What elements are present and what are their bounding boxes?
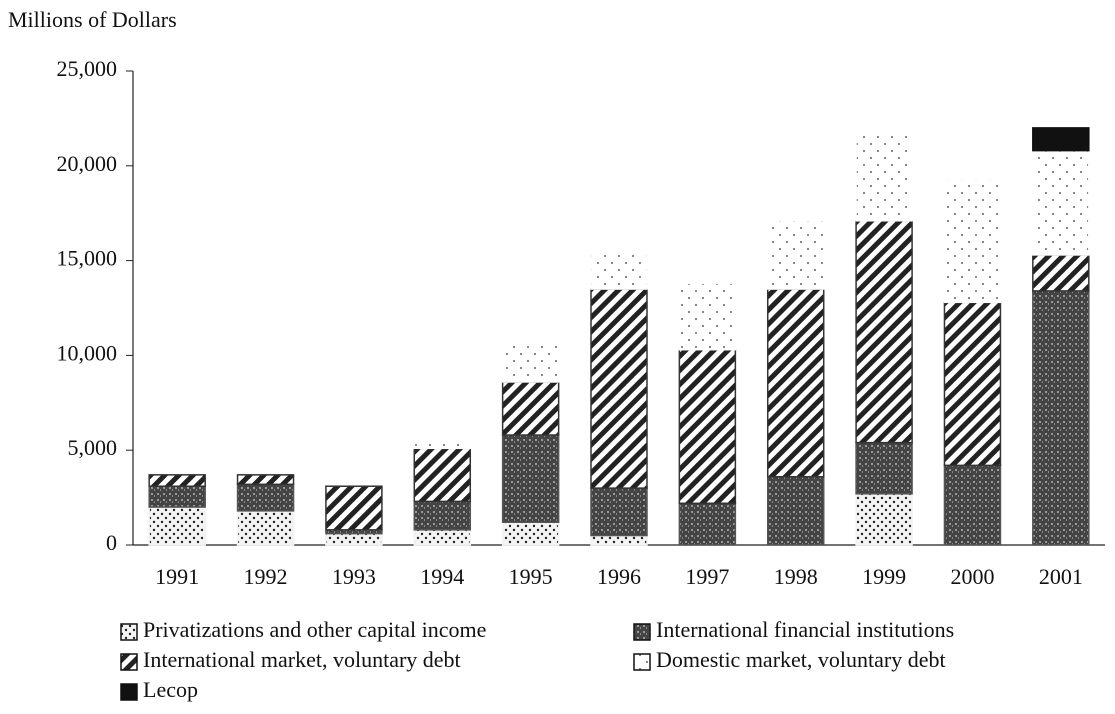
bar-segment (501, 381, 560, 436)
x-tick-label: 1999 (862, 564, 906, 589)
bar-segment (413, 529, 472, 546)
bar-segment (766, 220, 825, 290)
bar-segment (236, 510, 295, 546)
x-tick-label: 1995 (509, 564, 553, 589)
y-tick-label: 0 (106, 530, 117, 555)
x-tick-label: 1994 (420, 564, 464, 589)
legend-label: Privatizations and other capital income (143, 617, 486, 642)
bar-segment (148, 506, 206, 546)
x-tick-label: 1992 (244, 564, 288, 589)
bar-segment (678, 348, 737, 505)
bar-segment (236, 483, 295, 512)
y-tick-label: 20,000 (57, 151, 118, 176)
bar-segment (325, 485, 383, 531)
y-tick-label: 15,000 (57, 246, 118, 271)
x-tick-label: 1991 (155, 564, 199, 589)
legend-swatch (120, 623, 138, 641)
legend-swatch (120, 653, 138, 671)
bar-segment (678, 502, 737, 546)
x-tick-label: 2001 (1039, 564, 1083, 589)
legend-swatch (633, 653, 651, 671)
bar-segment (413, 447, 472, 503)
y-tick-label: 25,000 (57, 56, 118, 81)
bar-segment (855, 493, 913, 546)
bar-segment (855, 441, 913, 495)
bar-segment (855, 220, 913, 444)
bar-segment (236, 474, 295, 486)
bar-segment (501, 434, 560, 523)
legend-label: International market, voluntary debt (143, 647, 461, 672)
bar-segment (678, 282, 737, 351)
legend-swatch (120, 683, 138, 701)
bar-segment (1032, 149, 1090, 256)
bar-segment (766, 288, 825, 478)
x-tick-label: 2000 (950, 564, 994, 589)
bar-segment (501, 521, 560, 546)
legend-swatch (633, 623, 651, 641)
bar-segment (1032, 254, 1090, 292)
x-tick-label: 1998 (774, 564, 818, 589)
legend-label: Lecop (143, 677, 198, 702)
bar-segment (1032, 290, 1090, 546)
bar-segment (590, 288, 648, 489)
x-tick-label: 1996 (597, 564, 641, 589)
y-tick-label: 10,000 (57, 340, 118, 365)
bar-segment (413, 438, 472, 450)
legend-label: International financial institutions (656, 617, 954, 642)
y-tick-label: 5,000 (68, 435, 118, 460)
bar-segment (590, 534, 648, 546)
x-tick-label: 1997 (685, 564, 729, 589)
bar-segment (325, 532, 383, 546)
bar-segment (943, 301, 1002, 467)
bar-segment (943, 178, 1002, 304)
bar-segment (501, 343, 560, 383)
bar-segment (413, 500, 472, 531)
bar-segment (1032, 127, 1090, 152)
bar-segment (855, 132, 913, 222)
bar-segment (590, 487, 648, 537)
y-axis-title: Millions of Dollars (8, 7, 177, 32)
bar-segment (943, 464, 1002, 546)
bar-segment (148, 474, 206, 487)
bar-segment (590, 250, 648, 290)
x-tick-label: 1993 (332, 564, 376, 589)
bar-segment (766, 475, 825, 546)
bar-segment (148, 485, 206, 508)
legend-label: Domestic market, voluntary debt (656, 647, 946, 672)
